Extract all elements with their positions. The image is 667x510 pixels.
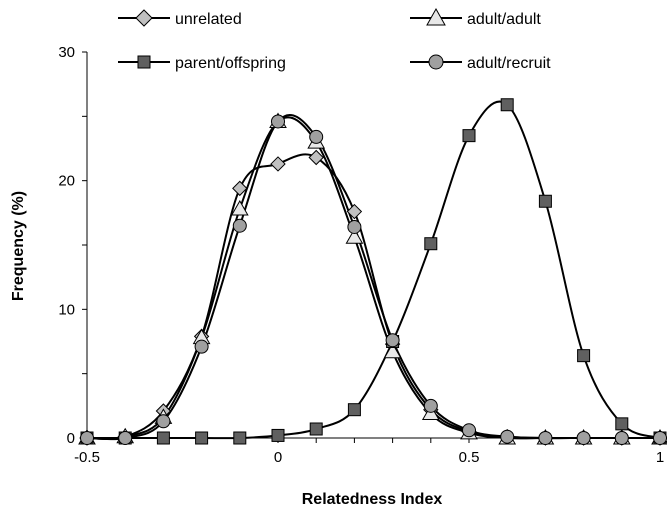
data-point	[385, 333, 400, 348]
data-point	[577, 349, 591, 363]
data-point	[230, 199, 249, 216]
data-point	[500, 98, 514, 112]
data-point	[538, 431, 553, 445]
x-tick-label: -0.5	[74, 449, 100, 466]
y-axis-title: Frequency (%)	[10, 191, 27, 301]
data-point	[383, 342, 402, 359]
data-point	[232, 180, 248, 197]
data-point	[423, 398, 438, 413]
series-line-parent-offspring	[86, 100, 661, 440]
data-point	[194, 339, 209, 354]
data-point	[270, 156, 286, 172]
data-point	[576, 431, 591, 445]
data-point	[615, 417, 629, 431]
legend-marker-square	[137, 55, 151, 69]
data-point	[424, 237, 438, 251]
plot-area	[78, 98, 667, 446]
series-markers-adult-recruit	[80, 114, 667, 445]
legend-label-adult-adult: adult/adult	[467, 11, 541, 28]
y-tick-label: 10	[58, 301, 75, 318]
data-point	[346, 203, 363, 220]
data-point	[653, 431, 667, 445]
x-tick-label: 0	[274, 449, 282, 466]
data-point	[462, 129, 476, 143]
legend-marker-diamond	[135, 9, 153, 27]
data-point	[156, 414, 171, 429]
data-point	[462, 423, 476, 438]
legend-label-adult-recruit: adult/recruit	[467, 55, 551, 72]
data-point	[347, 219, 362, 234]
data-point	[271, 114, 285, 129]
y-tick-label: 0	[67, 430, 75, 447]
axes: 0 10 20 30 -0.5 0 0.5 1	[58, 44, 664, 466]
legend-marker-triangle	[426, 7, 446, 26]
legend-label-parent-offspring: parent/offspring	[175, 55, 286, 72]
y-tick-label: 30	[58, 44, 75, 61]
data-point	[118, 431, 133, 445]
x-tick-label: 0.5	[459, 449, 480, 466]
data-point	[232, 218, 247, 233]
legend-item-adult-recruit: adult/recruit	[410, 54, 551, 72]
data-point	[233, 431, 247, 445]
legend-item-parent-offspring: parent/offspring	[118, 55, 286, 72]
data-point	[614, 431, 629, 445]
legend-item-unrelated: unrelated	[118, 9, 242, 28]
data-point	[156, 431, 170, 445]
legend-marker-circle	[428, 54, 444, 70]
data-point	[347, 403, 361, 417]
data-point	[80, 431, 94, 445]
data-point	[308, 149, 324, 166]
series-markers-parent-offspring	[80, 98, 667, 445]
data-point	[195, 431, 209, 445]
data-point	[345, 228, 364, 244]
data-point	[500, 429, 515, 444]
legend: unrelated adult/adult parent/offspring a…	[118, 7, 551, 72]
data-point	[538, 194, 552, 208]
x-tick-label: 1	[656, 449, 664, 466]
data-point	[271, 428, 285, 442]
x-axis-title: Relatedness Index	[302, 491, 443, 508]
data-point	[309, 422, 323, 436]
y-tick-label: 20	[58, 173, 75, 190]
legend-label-unrelated: unrelated	[175, 11, 242, 28]
data-point	[309, 129, 324, 144]
legend-item-adult-adult: adult/adult	[410, 7, 541, 28]
